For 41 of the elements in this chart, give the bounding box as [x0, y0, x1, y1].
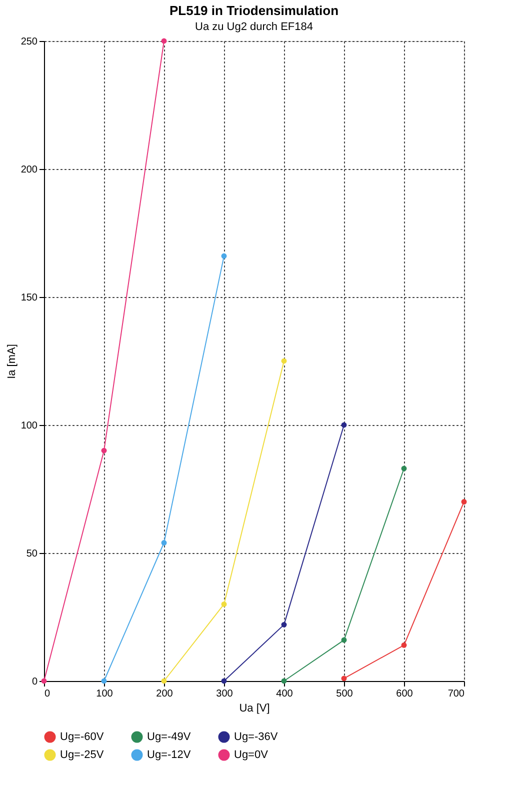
y-tick-label: 200: [20, 164, 38, 176]
point: [401, 466, 407, 472]
y-tick-label: 100: [20, 420, 38, 432]
point: [341, 637, 347, 643]
x-tick-label: 500: [336, 688, 354, 700]
chart-subtitle: Ua zu Ug2 durch EF184: [194, 21, 314, 33]
point: [281, 622, 287, 628]
point: [461, 499, 467, 505]
point: [221, 601, 227, 607]
point: [221, 678, 227, 684]
point: [101, 448, 107, 454]
x-tick-label: 400: [276, 688, 294, 700]
point: [281, 358, 287, 364]
point: [341, 676, 347, 682]
x-tick-label: 600: [396, 688, 414, 700]
y-tick-label: 50: [26, 548, 38, 560]
legend-label: Ug=-25V: [60, 749, 104, 761]
point: [281, 678, 287, 684]
point: [221, 253, 227, 259]
legend-label: Ug=-12V: [147, 749, 192, 761]
y-tick-label: 250: [20, 36, 38, 48]
y-axis-title: Ia [mA]: [6, 344, 18, 379]
x-tick-label: 100: [96, 688, 114, 700]
y-tick-label: 0: [32, 676, 38, 688]
point: [101, 678, 107, 684]
y-tick-label: 150: [20, 292, 38, 304]
x-tick-label: 300: [216, 688, 234, 700]
point: [161, 540, 167, 546]
point: [161, 678, 167, 684]
x-axis-title: Ua [V]: [239, 702, 270, 714]
x-tick-label: 700: [448, 688, 465, 700]
point: [161, 38, 167, 44]
point: [341, 422, 347, 428]
x-tick-label: 0: [44, 688, 50, 700]
legend-label: Ug=-49V: [147, 731, 192, 743]
legend-label: Ug=-60V: [60, 731, 104, 743]
point: [401, 642, 407, 648]
chart-title: PL519 in Triodensimulation: [169, 3, 339, 18]
legend-label: Ug=-36V: [234, 731, 278, 743]
x-tick-label: 200: [156, 688, 174, 700]
legend-label: Ug=0V: [234, 749, 269, 761]
